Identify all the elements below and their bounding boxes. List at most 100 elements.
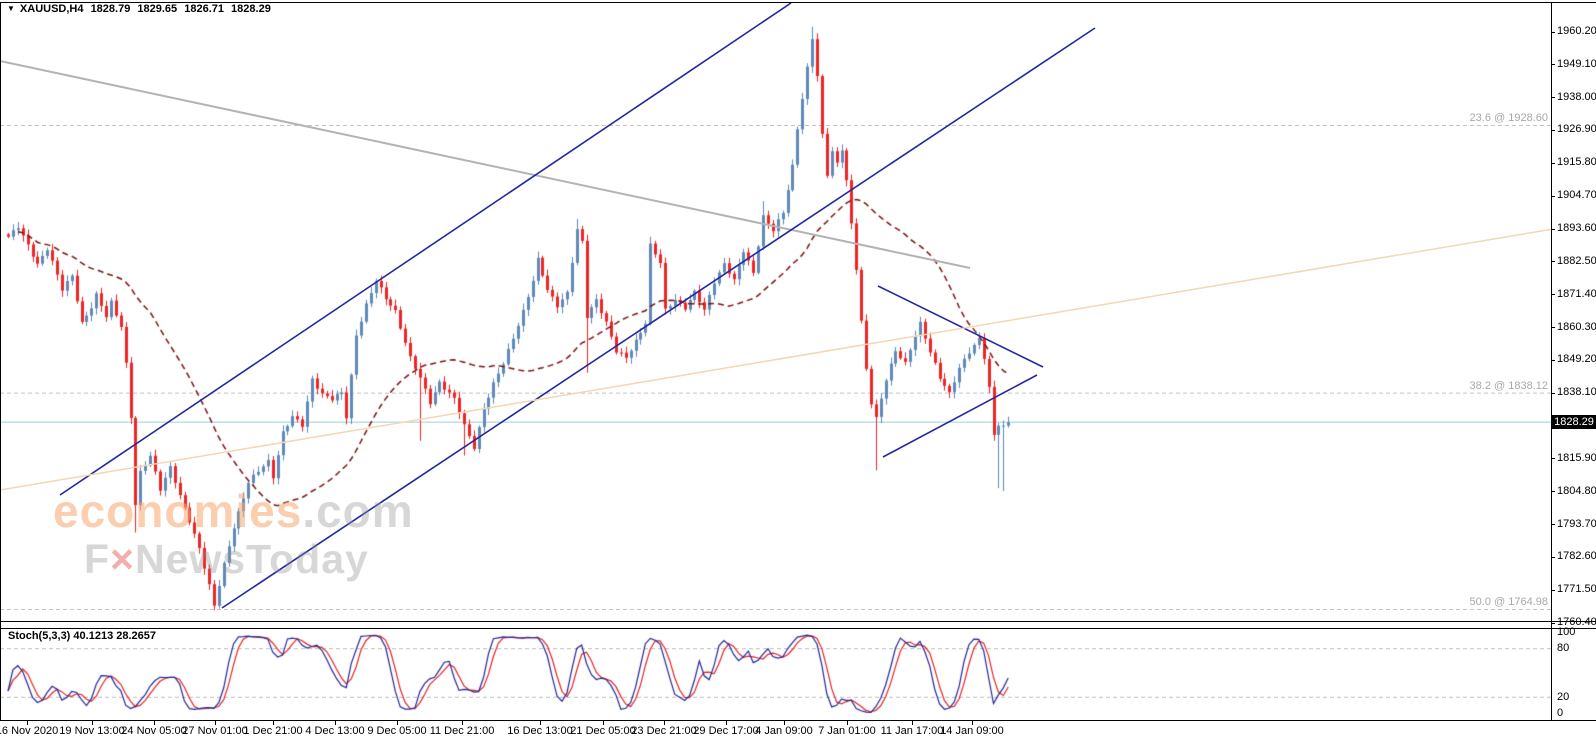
price-tick-mark (1551, 97, 1555, 98)
watermark-rest: NewsToday (135, 536, 369, 582)
price-tick-label: 1838.10 (1557, 386, 1596, 398)
time-tick-mark (27, 721, 28, 725)
price-tick-label: 1904.70 (1557, 189, 1596, 201)
price-tick-mark (1551, 64, 1555, 65)
time-axis-border (0, 720, 1596, 721)
time-tick-mark (154, 721, 155, 725)
watermark-f: F (84, 536, 111, 582)
price-tick-label: 1960.20 (1557, 25, 1596, 37)
time-tick-mark (92, 721, 93, 725)
price-tick-mark (1551, 360, 1555, 361)
price-tick-mark (1551, 261, 1555, 262)
time-tick-mark (972, 721, 973, 725)
price-tick-mark (1551, 393, 1555, 394)
stoch-scale-label: 80 (1557, 642, 1570, 654)
time-tick-mark (215, 721, 216, 725)
stoch-k-value: 40.1213 (73, 630, 114, 642)
symbol-dropdown-icon[interactable]: ▼ (7, 4, 15, 13)
time-tick-label: 19 Nov 13:00 (59, 725, 125, 737)
price-tick-mark (1551, 229, 1555, 230)
price-tick-label: 1871.40 (1557, 288, 1596, 300)
price-tick-label: 1771.50 (1557, 583, 1596, 595)
time-tick-label: 14 Jan 09:00 (940, 725, 1004, 737)
gray-resistance-line[interactable] (0, 60, 971, 269)
symbol-period: XAUUSD,H4 (19, 3, 84, 15)
stoch-scale-label: 100 (1557, 626, 1576, 638)
time-tick-label: 29 Dec 17:00 (693, 725, 759, 737)
price-tick-label: 1949.10 (1557, 58, 1596, 70)
left-border (0, 2, 1, 721)
triangle-lower[interactable] (882, 374, 1038, 458)
price-tick-label: 1793.70 (1557, 518, 1596, 530)
price-tick-label: 1782.60 (1557, 550, 1596, 562)
time-tick-label: 4 Dec 13:00 (305, 725, 365, 737)
ohlc-high: 1829.65 (137, 3, 178, 15)
price-tick-label: 1893.60 (1557, 222, 1596, 234)
time-tick-label: 27 Nov 01:00 (182, 725, 248, 737)
ascending-channel-lower[interactable] (221, 27, 1096, 609)
time-tick-mark (540, 721, 541, 725)
price-tick-mark (1551, 327, 1555, 328)
price-tick-mark (1551, 294, 1555, 295)
pane-separator-bottom[interactable] (0, 628, 1596, 629)
watermark-line2: F×NewsToday (84, 536, 369, 583)
time-tick-mark (603, 721, 604, 725)
stochastic-indicator-label: Stoch(5,3,3) 40.1213 28.2657 (8, 630, 156, 642)
time-tick-label: 21 Dec 05:00 (570, 725, 636, 737)
pane-separator-top[interactable] (0, 621, 1596, 622)
ohlc-close: 1828.29 (231, 3, 271, 15)
stoch-d-value: 28.2657 (116, 630, 157, 642)
price-tick-label: 1882.50 (1557, 255, 1596, 267)
fib-level-label: 50.0 @ 1764.98 (1469, 596, 1548, 608)
time-tick-label: 9 Dec 05:00 (367, 725, 427, 737)
time-tick-label: 16 Nov 2020 (0, 725, 59, 737)
ohlc-open: 1828.79 (90, 3, 131, 15)
orange-support-line[interactable] (0, 228, 1554, 491)
time-tick-label: 24 Nov 05:00 (121, 725, 187, 737)
price-tick-mark (1551, 163, 1555, 164)
price-tick-label: 1804.80 (1557, 485, 1596, 497)
time-tick-mark (335, 721, 336, 725)
time-tick-label: 16 Dec 13:00 (507, 725, 573, 737)
fib-level-label: 23.6 @ 1928.60 (1469, 112, 1548, 124)
triangle-upper[interactable] (877, 285, 1044, 368)
stoch-scale-label: 0 (1557, 707, 1564, 719)
price-tick-mark (1551, 623, 1555, 624)
stoch-scale-label: 20 (1557, 691, 1570, 703)
price-tick-label: 1938.00 (1557, 91, 1596, 103)
time-tick-label: 4 Jan 09:00 (755, 725, 813, 737)
time-tick-mark (273, 721, 274, 725)
price-tick-mark (1551, 196, 1555, 197)
time-tick-mark (847, 721, 848, 725)
time-tick-mark (784, 721, 785, 725)
price-tick-mark (1551, 458, 1555, 459)
price-tick-label: 1860.30 (1557, 321, 1596, 333)
watermark-brand-main: economies (53, 485, 303, 537)
price-tick-mark (1551, 32, 1555, 33)
time-tick-label: 11 Jan 17:00 (880, 725, 944, 737)
price-tick-label: 1849.20 (1557, 353, 1596, 365)
price-tick-mark (1551, 491, 1555, 492)
time-tick-mark (912, 721, 913, 725)
time-tick-mark (726, 721, 727, 725)
chart-title: ▼ XAUUSD,H4 1828.79 1829.65 1826.71 1828.… (7, 3, 275, 15)
time-tick-mark (462, 721, 463, 725)
price-tick-label: 1926.90 (1557, 123, 1596, 135)
time-tick-mark (397, 721, 398, 725)
watermark-brand-tld: .com (302, 485, 414, 537)
ascending-channel-upper[interactable] (59, 2, 792, 496)
price-tick-label: 1760.40 (1557, 616, 1596, 628)
watermark-brand: economies.com (53, 484, 414, 538)
ohlc-low: 1826.71 (184, 3, 224, 15)
price-tick-mark (1551, 130, 1555, 131)
price-axis-border (1551, 2, 1552, 721)
top-border (0, 2, 1596, 3)
watermark-x-mark: × (110, 536, 135, 582)
price-tick-mark (1551, 557, 1555, 558)
time-tick-label: 23 Dec 21:00 (631, 725, 697, 737)
price-tick-label: 1815.90 (1557, 452, 1596, 464)
price-tick-mark (1551, 524, 1555, 525)
